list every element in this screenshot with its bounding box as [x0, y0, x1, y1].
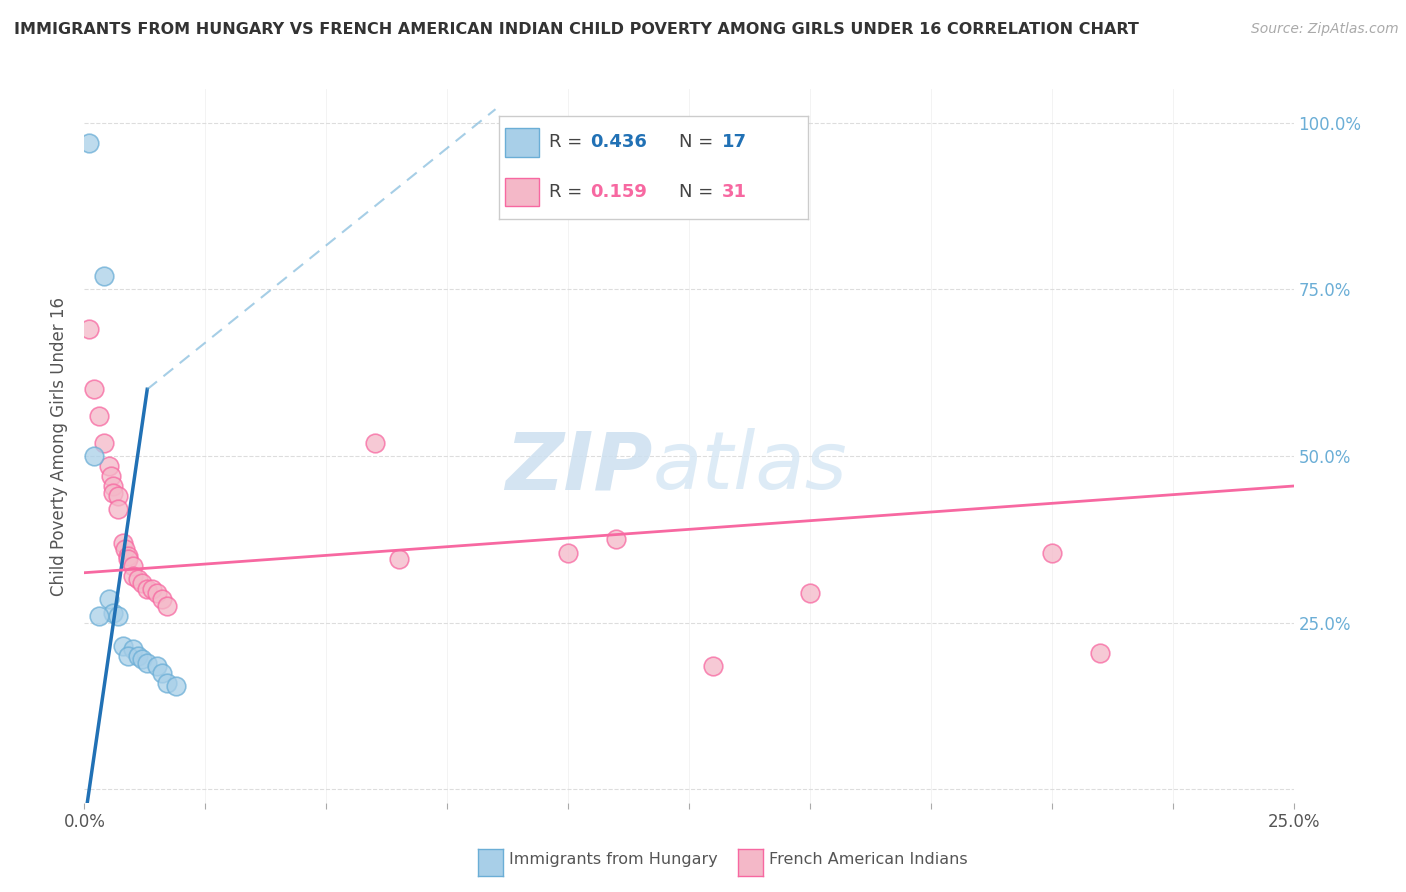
Point [93, 435, 115, 450]
Point [107, 489, 129, 503]
Point [100, 469, 122, 483]
Point [103, 479, 125, 493]
Text: 0.159: 0.159 [591, 184, 647, 202]
Point [117, 549, 139, 563]
Point [136, 582, 159, 597]
Bar [505, 178, 540, 206]
Point [103, 606, 125, 620]
Point [146, 659, 169, 673]
Point [107, 502, 129, 516]
Point [165, 679, 187, 693]
Point [114, 542, 136, 557]
Y-axis label: Child Poverty Among Girls Under 16: Child Poverty Among Girls Under 16 [51, 296, 69, 596]
Point [146, 585, 169, 599]
Point [93, 268, 115, 283]
Point [117, 552, 139, 566]
Point [127, 649, 149, 664]
Point [112, 639, 135, 653]
Point [155, 675, 177, 690]
Point [799, 585, 821, 599]
Text: Source: ZipAtlas.com: Source: ZipAtlas.com [1251, 22, 1399, 37]
Point [141, 582, 163, 597]
Point [87, 609, 110, 624]
Point [127, 573, 149, 587]
Point [150, 665, 173, 680]
Text: R =: R = [548, 133, 588, 151]
Text: N =: N = [679, 184, 718, 202]
Point [107, 609, 129, 624]
Point [150, 592, 173, 607]
Point [155, 599, 177, 613]
Text: ZIP: ZIP [505, 428, 652, 507]
Point [83, 449, 105, 463]
Point [557, 546, 579, 560]
Text: 0.436: 0.436 [591, 133, 647, 151]
Point [605, 533, 627, 547]
Point [131, 652, 153, 666]
Point [77, 322, 100, 336]
Point [121, 569, 143, 583]
Point [131, 575, 153, 590]
Point [77, 136, 100, 150]
Text: IMMIGRANTS FROM HUNGARY VS FRENCH AMERICAN INDIAN CHILD POVERTY AMONG GIRLS UNDE: IMMIGRANTS FROM HUNGARY VS FRENCH AMERIC… [14, 22, 1139, 37]
Point [136, 656, 159, 670]
Point [121, 559, 143, 574]
Text: atlas: atlas [652, 428, 848, 507]
Point [363, 435, 385, 450]
Text: 31: 31 [721, 184, 747, 202]
Text: Immigrants from Hungary: Immigrants from Hungary [509, 852, 717, 867]
Point [83, 382, 105, 396]
Point [388, 552, 411, 566]
Text: French American Indians: French American Indians [769, 852, 967, 867]
Point [87, 409, 110, 423]
Point [112, 535, 135, 549]
Text: 17: 17 [721, 133, 747, 151]
Bar [505, 128, 540, 157]
Point [121, 642, 143, 657]
Text: N =: N = [679, 133, 718, 151]
Point [1040, 546, 1063, 560]
Point [97, 592, 120, 607]
Point [1088, 646, 1111, 660]
Point [103, 485, 125, 500]
Text: R =: R = [548, 184, 588, 202]
Point [117, 649, 139, 664]
Point [702, 659, 724, 673]
Point [97, 458, 120, 473]
